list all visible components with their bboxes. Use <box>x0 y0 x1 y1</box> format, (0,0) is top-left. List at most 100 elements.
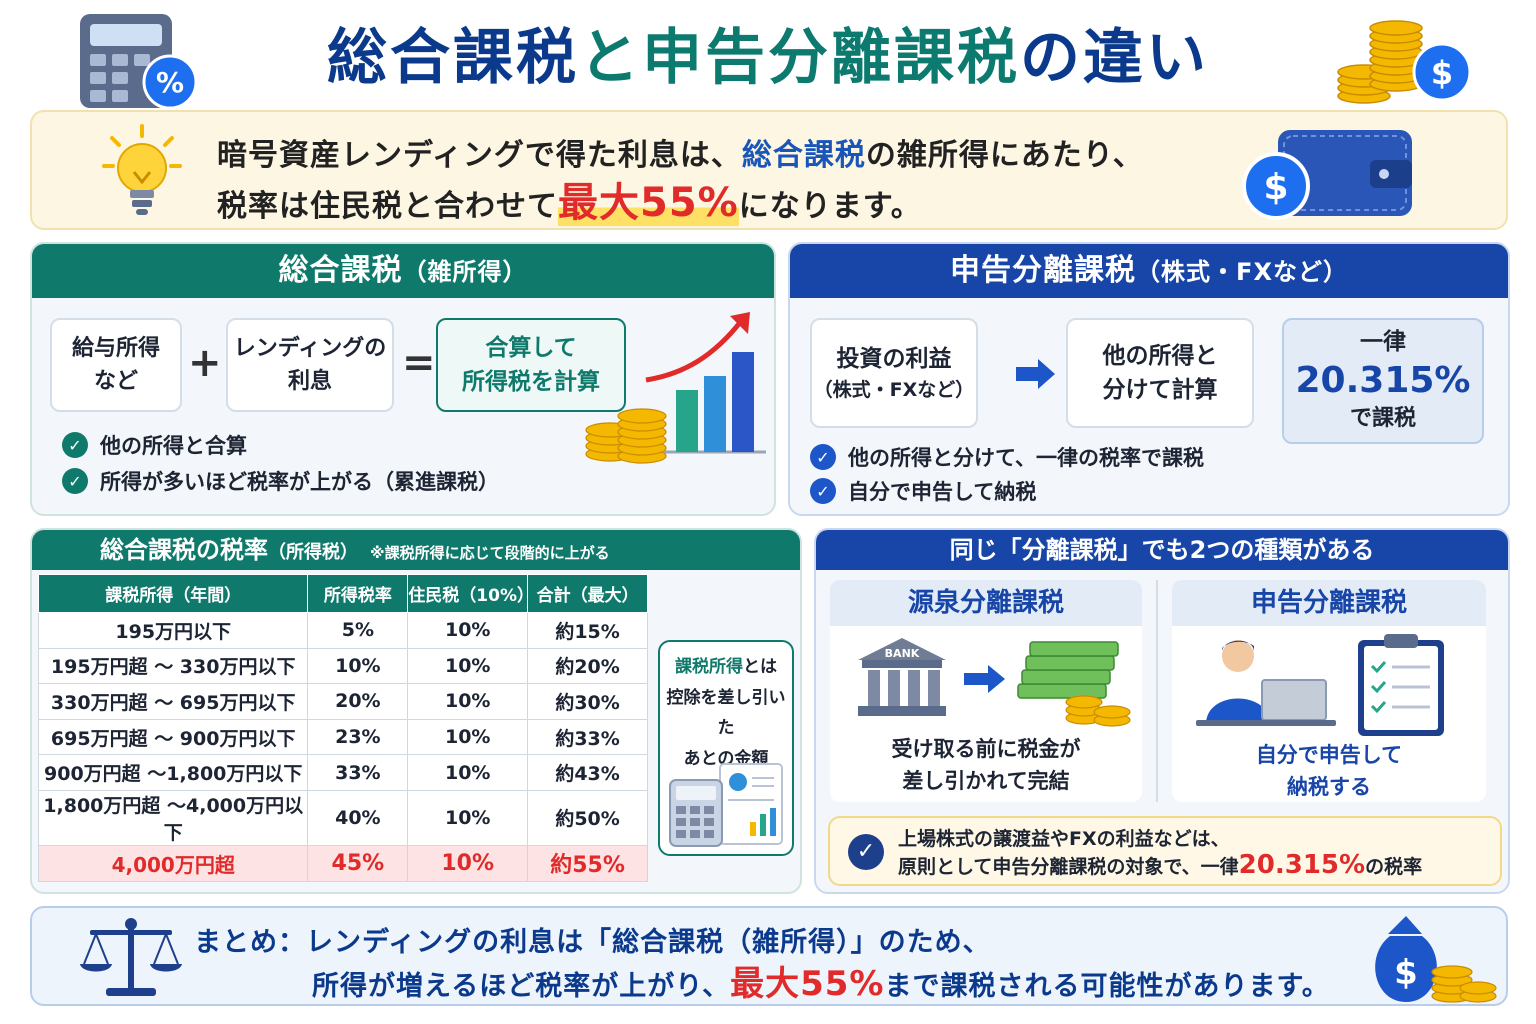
arrow-right-icon <box>1014 358 1056 390</box>
stock-fx-info: ✓ 上場株式の譲渡益やFXの利益などは、 原則として申告分離課税の対象で、一律2… <box>828 816 1502 886</box>
intro-banner: 暗号資産レンディングで得た利息は、総合課税の雑所得にあたり、 税率は住民税と合わ… <box>30 110 1508 230</box>
column-header: 所得税率 <box>307 574 409 613</box>
bunri-check-2-text: 自分で申告して納税 <box>848 480 1037 504</box>
svg-text:$: $ <box>1431 54 1453 92</box>
note-term-suffix: とは <box>743 657 777 677</box>
table-cell: 約55% <box>527 844 648 882</box>
summary-banner: まとめ：レンディングの利息は「総合課税（雑所得）」のため、 所得が増えるほど税率… <box>30 906 1508 1006</box>
summary-line2-c: まで課税される可能性があります。 <box>884 971 1330 1002</box>
summary-line-2: 所得が増えるほど税率が上がり、最大55%まで課税される可能性があります。 <box>312 956 1330 1005</box>
self-assessment-title: 申告分離課税 <box>1172 580 1486 626</box>
check-icon: ✓ <box>810 478 836 504</box>
summary-max-rate: 最大55% <box>730 964 885 1004</box>
flat-rate-value: 20.315% <box>1295 360 1471 402</box>
sogo-check-2: ✓ 所得が多いほど税率が上がる（累進課税） <box>62 466 499 496</box>
check-icon: ✓ <box>810 444 836 470</box>
intro-line-2: 税率は住民税と合わせて最大55%になります。 <box>217 170 922 228</box>
taxable-income-note: 課税所得とは 控除を差し引いた あとの金額 <box>658 640 794 856</box>
table-row: 1,800万円超 ～4,000万円以下 40% 10% 約50% <box>37 789 648 846</box>
withholding-title: 源泉分離課税 <box>830 580 1142 626</box>
money-bag-icon: $ <box>1368 912 1498 1004</box>
table-cell: 195万円以下 <box>37 612 309 649</box>
growth-chart-coins-icon <box>584 306 774 466</box>
sogo-header-sub: （雑所得） <box>402 258 528 286</box>
table-cell: 20% <box>307 683 409 720</box>
table-cell: 40% <box>307 789 409 846</box>
check-icon: ✓ <box>62 432 88 458</box>
self-assessment-card: 申告分離課税 自分で申告して 納税する <box>1172 580 1486 802</box>
investment-profit-box: 投資の利益 （株式・FXなど） <box>810 318 978 428</box>
table-cell: 33% <box>307 754 409 791</box>
intro-line1-b: 総合課税 <box>741 138 866 173</box>
svg-text:%: % <box>156 66 184 99</box>
wallet-dollar-icon: $ <box>1238 120 1418 228</box>
lightbulb-icon <box>102 124 182 220</box>
bunri-check-1-text: 他の所得と分けて、一律の税率で課税 <box>848 446 1204 470</box>
divider <box>1156 580 1158 802</box>
sogo-header: 総合課税（雑所得） <box>32 244 774 298</box>
investment-profit-label: 投資の利益 <box>836 345 952 372</box>
withholding-card: 源泉分離課税 BANK 受け取る前に <box>830 580 1142 802</box>
table-cell: 約43% <box>527 754 648 791</box>
table-row-highlight: 4,000万円超 45% 10% 約55% <box>37 844 648 882</box>
investment-profit-sub: （株式・FXなど） <box>813 379 975 401</box>
salary-income-box: 給与所得 など <box>50 318 182 412</box>
table-cell: 330万円超 ～ 695万円以下 <box>37 683 309 720</box>
title-part3: 申告分離課税 <box>642 23 1020 93</box>
balance-scale-icon <box>76 916 186 1000</box>
info-line2-d: の税率 <box>1365 856 1423 878</box>
intro-line1-a: 暗号資産レンディングで得た利息は、 <box>217 138 742 173</box>
table-cell: 10% <box>407 789 529 846</box>
info-line2-a: 原則として申告分離課税の対象で、一律 <box>898 856 1239 878</box>
table-cell: 900万円超 ～1,800万円以下 <box>37 754 309 791</box>
title-part1: 総合課税 <box>327 23 579 93</box>
sogo-check-2-text: 所得が多いほど税率が上がる（累進課税） <box>100 470 499 494</box>
column-header: 住民税（10%） <box>407 574 534 613</box>
bunri-header: 申告分離課税（株式・FXなど） <box>790 244 1508 298</box>
table-cell: 195万円超 ～ 330万円以下 <box>37 647 309 685</box>
separate-types-panel: 同じ「分離課税」でも2つの種類がある 源泉分離課税 BANK <box>814 528 1510 894</box>
note-line-2: 控除を差し引いた <box>666 687 786 739</box>
table-cell: 約15% <box>527 612 648 649</box>
summary-line-1: まとめ：レンディングの利息は「総合課税（雑所得）」のため、 <box>194 927 991 958</box>
coin-stack-dollar-icon: $ <box>1334 14 1484 106</box>
sogo-header-title: 総合課税 <box>278 253 403 288</box>
plus-sign: + <box>188 340 222 386</box>
page-title: 総合課税と申告分離課税の違い <box>0 18 1536 98</box>
flat-rate-suffix: で課税 <box>1349 406 1416 432</box>
intro-line2-c: になります。 <box>738 189 922 224</box>
table-cell: 23% <box>307 718 409 756</box>
table-row: 900万円超 ～1,800万円以下 33% 10% 約43% <box>37 754 648 791</box>
info-line-2: 原則として申告分離課税の対象で、一律20.315%の税率 <box>898 850 1422 880</box>
title-part2: と <box>579 23 642 93</box>
table-cell: 45% <box>307 844 409 882</box>
table-cell: 4,000万円超 <box>37 844 309 882</box>
intro-line1-c: の雑所得にあたり、 <box>865 138 1144 173</box>
column-header: 課税所得（年間） <box>37 574 309 613</box>
table-cell: 10% <box>307 647 409 685</box>
table-cell: 約20% <box>527 647 648 685</box>
table-cell: 695万円超 ～ 900万円以下 <box>37 718 309 756</box>
calculator-percent-icon: % <box>76 12 206 112</box>
info-rate: 20.315% <box>1238 850 1366 880</box>
info-line-1: 上場株式の譲渡益やFXの利益などは、 <box>898 828 1230 850</box>
table-cell: 約50% <box>527 789 648 846</box>
separate-calc-box: 他の所得と 分けて計算 <box>1066 318 1254 428</box>
rates-header-note: ※課税所得に応じて段階的に上がる <box>370 544 610 562</box>
calculator-document-icon <box>666 760 788 850</box>
bank-icon: BANK <box>854 636 950 720</box>
table-cell: 10% <box>407 683 529 720</box>
intro-line-1: 暗号資産レンディングで得た利息は、総合課税の雑所得にあたり、 <box>217 130 1144 174</box>
check-icon: ✓ <box>62 468 88 494</box>
rates-header: 総合課税の税率（所得税） ※課税所得に応じて段階的に上がる <box>32 530 800 570</box>
sogo-panel: 総合課税（雑所得） 給与所得 など + レンディングの 利息 = 合算して 所得… <box>30 242 776 516</box>
bank-label: BANK <box>885 647 920 660</box>
rates-header-sub: （所得税） <box>268 542 358 563</box>
person-laptop-icon <box>1186 634 1346 734</box>
table-row: 195万円超 ～ 330万円以下 10% 10% 約20% <box>37 647 648 685</box>
table-cell: 10% <box>407 647 529 685</box>
table-cell: 1,800万円超 ～4,000万円以下 <box>37 789 309 846</box>
sogo-check-1: ✓ 他の所得と合算 <box>62 430 247 460</box>
note-term: 課税所得 <box>675 657 743 677</box>
svg-text:$: $ <box>1263 167 1288 208</box>
